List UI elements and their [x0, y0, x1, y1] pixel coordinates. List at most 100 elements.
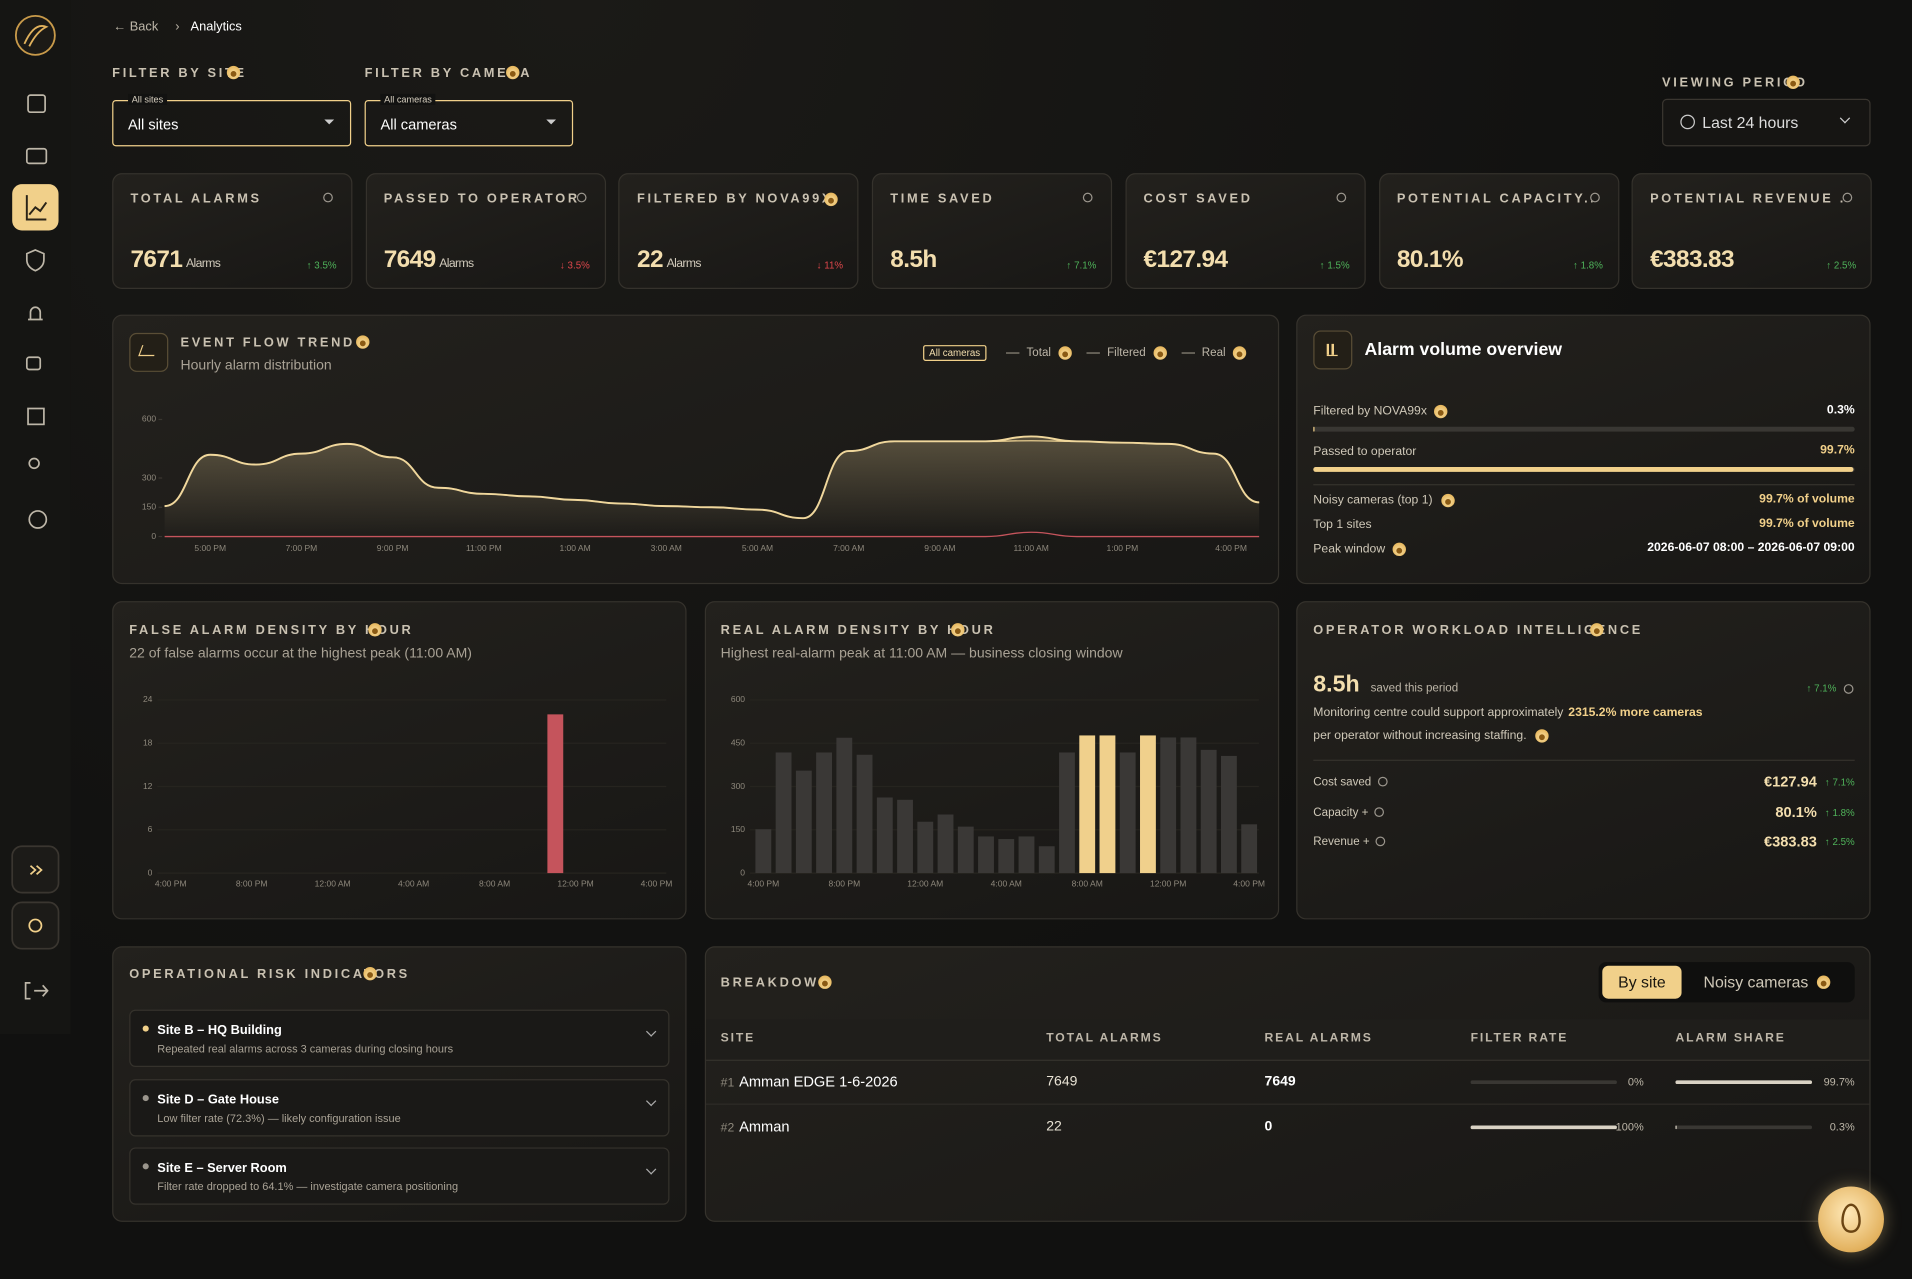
chart-subtitle: Highest real-alarm peak at 11:00 AM — bu… [720, 646, 1123, 661]
nav-alarms[interactable] [28, 306, 43, 321]
filter-legend: All cameras [380, 93, 436, 105]
row-info [1374, 807, 1385, 817]
kpi-label: TIME SAVED [890, 191, 995, 207]
nav-billing[interactable] [25, 147, 48, 165]
trend-icon-box [129, 332, 169, 372]
nav-history[interactable] [28, 510, 48, 529]
info-icon [1843, 684, 1854, 694]
filter-select[interactable]: All cameras All cameras [364, 93, 574, 147]
chart-title: REAL ALARM DENSITY BY HOUR [720, 623, 996, 638]
back-text[interactable]: Back [129, 19, 159, 35]
kpi-label: POTENTIAL CAPACITY... [1396, 191, 1592, 207]
row-info [1377, 777, 1388, 788]
nav-dashboard[interactable] [27, 94, 46, 114]
volume-icon [1326, 343, 1338, 357]
flame-icon [1535, 729, 1549, 743]
risk-chevron [645, 1026, 657, 1037]
workload-row-value: 80.1% [1775, 802, 1817, 821]
risk-item-title: Site D – Gate House [157, 1091, 279, 1107]
risk-item-detail: Repeated real alarms across 3 cameras du… [157, 1042, 454, 1055]
workload-row-change: ↑ 2.5% [1824, 836, 1855, 848]
stat-label: Peak window [1313, 542, 1386, 557]
expand-icon [29, 865, 43, 875]
text-highlight: 2315.2% more cameras [1568, 706, 1703, 720]
risk-item-title: Site E – Server Room [157, 1160, 287, 1176]
risk-item-title: Site B – HQ Building [157, 1023, 282, 1038]
column-header: FILTER RATE [1470, 1031, 1569, 1046]
total-cell: 22 [1046, 1119, 1062, 1135]
breakdown-title: BREAKDOWN [720, 975, 831, 991]
bar-label: 99.7% [1823, 1075, 1855, 1088]
site-cell: #1 Amman EDGE 1-6-2026 [721, 1073, 898, 1090]
flame-icon [356, 335, 370, 349]
real-cell: 0 [1264, 1119, 1273, 1135]
back-link[interactable]: ← Back › Analytics [113, 19, 242, 35]
chart-title: EVENT FLOW TREND [180, 335, 355, 350]
kpi-unit: Alarms [666, 257, 702, 271]
flame-icon [363, 966, 377, 981]
volume-title: Alarm volume overview [1364, 340, 1563, 360]
bar-track [1675, 1125, 1813, 1130]
tab-active[interactable]: By site [1602, 965, 1682, 999]
nav-settings[interactable] [11, 901, 60, 950]
nav-users[interactable] [28, 457, 40, 470]
period-value: Last 24 hours [1702, 113, 1799, 132]
kpi-card: TIME SAVED 8.5h ↑ 7.1% [871, 173, 1113, 289]
flame-icon [1786, 75, 1800, 90]
risk-chevron [645, 1164, 657, 1175]
filter-select[interactable]: All sites All sites [112, 93, 352, 147]
nav-security[interactable] [25, 249, 45, 272]
risk-dot [142, 1163, 149, 1170]
kpi-number: 80.1% [1396, 246, 1464, 274]
real-cell: 7649 [1264, 1074, 1296, 1089]
column-header: SITE [720, 1031, 756, 1046]
row-label: Capacity + [1313, 805, 1369, 819]
rank: #1 [720, 1076, 735, 1091]
period-chevron [1839, 113, 1851, 124]
risk-item[interactable]: Site B – HQ Building Repeated real alarms… [129, 1009, 670, 1067]
tab[interactable]: Noisy cameras [1703, 973, 1809, 992]
kpi-change: ↑ 7.1% [1066, 259, 1097, 271]
risk-item[interactable]: Site E – Server Room Filter rate dropped … [129, 1147, 670, 1205]
risk-item-detail: Low filter rate (72.3%) — likely configu… [157, 1111, 401, 1124]
info-icon [1842, 192, 1853, 203]
clock-icon [1680, 114, 1695, 130]
volume-bar [1313, 467, 1854, 472]
workload-row-value: €127.94 [1763, 773, 1817, 791]
stat-value: 99.7% of volume [1759, 517, 1855, 531]
kpi-card: FILTERED BY NOVA99X 22 Alarms ↓ 11% [618, 173, 859, 289]
false-density-panel [112, 601, 687, 920]
row-info [1375, 837, 1386, 847]
period-select[interactable]: Last 24 hours [1662, 98, 1871, 147]
bar-fill [1675, 1080, 1812, 1085]
column-header: REAL ALARMS [1264, 1031, 1373, 1046]
legend-entry: Real [1201, 346, 1226, 360]
flame-icon [1816, 975, 1831, 989]
column-header: TOTAL ALARMS [1046, 1031, 1163, 1046]
filter-legend: All sites [128, 93, 167, 105]
risk-item[interactable]: Site D – Gate House Low filter rate (72.3… [129, 1078, 670, 1136]
assistant-flame [1841, 1203, 1861, 1233]
nav-grid[interactable] [27, 407, 45, 426]
text-before: Monitoring centre could support approxim… [1313, 706, 1564, 720]
bar-label: 100% [1615, 1120, 1644, 1133]
volume-label: Filtered by NOVA99x [1313, 404, 1427, 419]
row-label: Revenue + [1313, 835, 1370, 849]
kpi-unit: Alarms [439, 257, 474, 271]
workload-row-label: Capacity + [1313, 805, 1385, 819]
row-divider [706, 1103, 1870, 1105]
kpi-label: COST SAVED [1143, 191, 1253, 207]
bar-label: 0% [1627, 1075, 1644, 1088]
settings-icon [28, 918, 43, 933]
filter-label: FILTER BY CAMERA [364, 65, 533, 81]
legend: All cameras Total Filtered Real [923, 345, 1247, 361]
kpi-number: 7649 [383, 246, 436, 274]
flame-icon [506, 65, 520, 80]
dropdown-arrow [324, 119, 335, 125]
nav-logout[interactable] [24, 981, 49, 1000]
risk-chevron [645, 1095, 657, 1106]
kpi-card: TOTAL ALARMS 7671 Alarms ↑ 3.5% [112, 173, 353, 289]
nav-cameras[interactable] [25, 356, 42, 371]
kpi-value: €383.83 [1650, 246, 1734, 274]
